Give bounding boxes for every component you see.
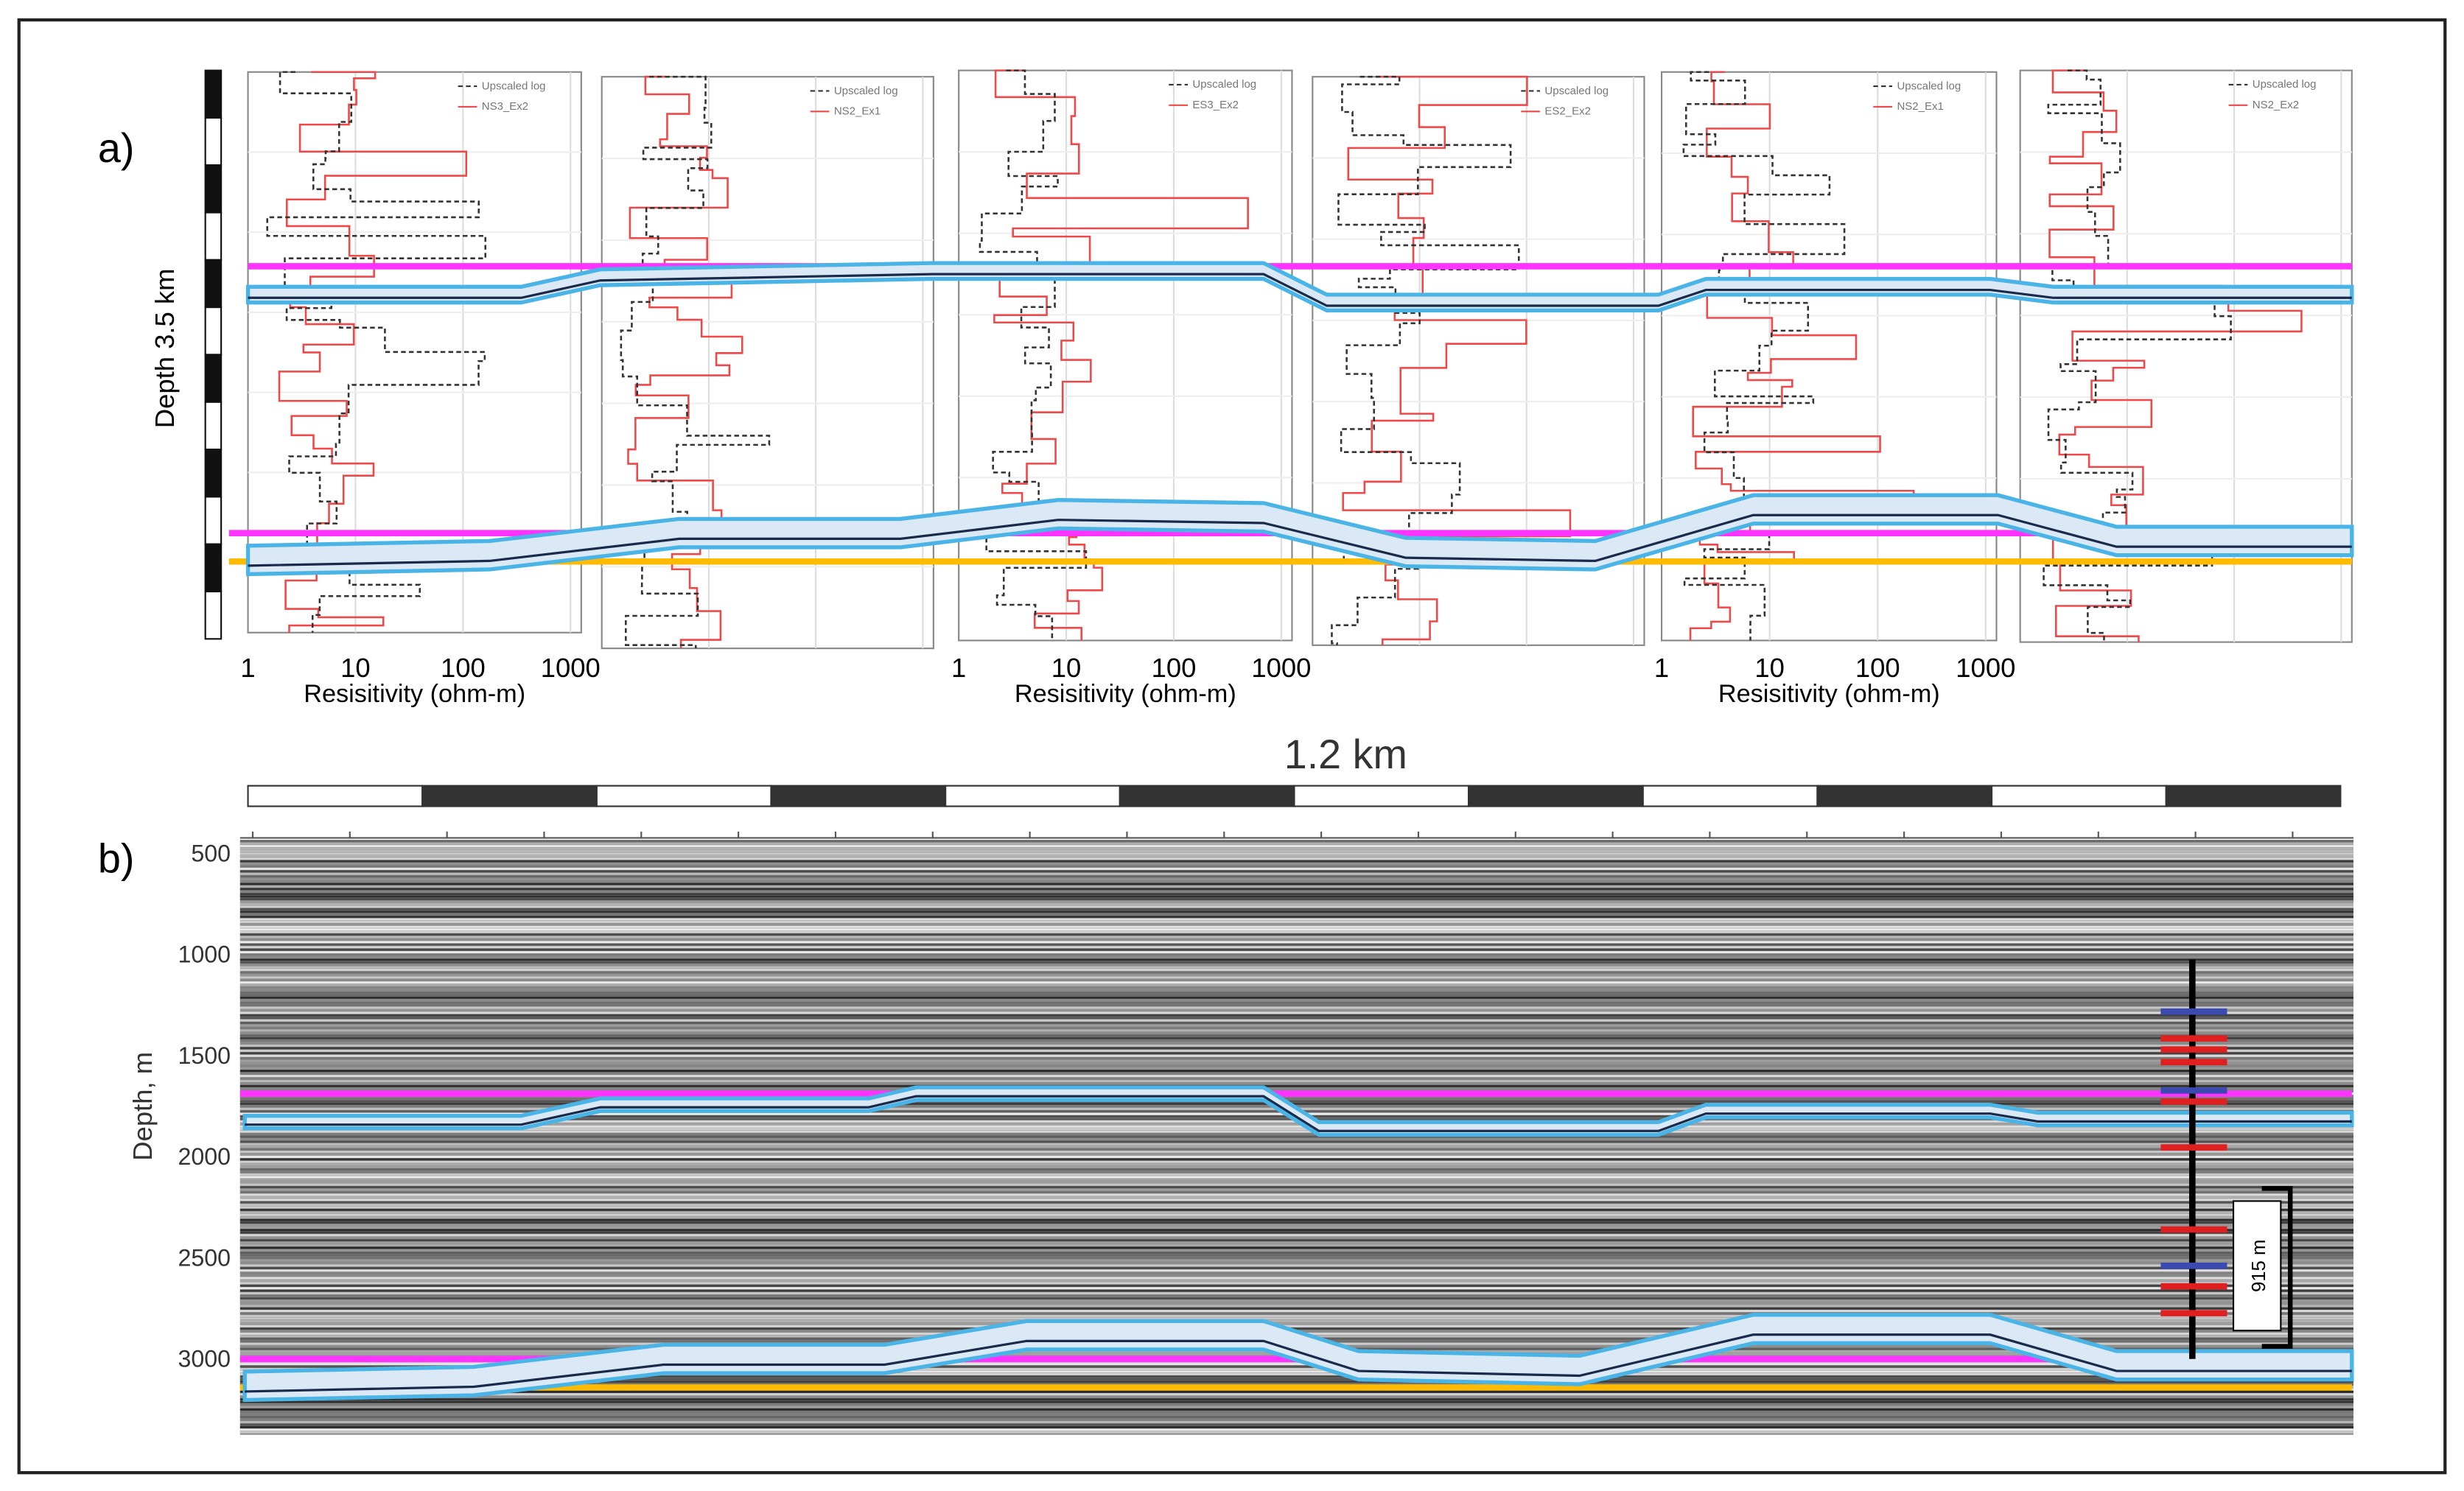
annotation: 915 m <box>2249 1240 2269 1292</box>
y-tick-label: 3000 <box>178 1346 231 1372</box>
x-tick-label: 1 <box>951 653 966 683</box>
x-tick-label: 100 <box>1855 653 1900 683</box>
horizon-edge <box>245 1095 2352 1132</box>
scale-bar <box>770 785 947 807</box>
depth-bar <box>204 449 223 498</box>
horizon-band <box>245 261 2354 313</box>
x-tick-label: 100 <box>1152 653 1197 683</box>
legend-text: NS2_Ex1 <box>834 105 881 118</box>
legend-text: Upscaled log <box>2253 78 2317 91</box>
scale-bar <box>1468 785 1644 807</box>
log-box <box>958 69 1293 642</box>
y-tick-label: 500 <box>191 841 231 867</box>
scale-label: 1.2 km <box>1284 732 1407 777</box>
scale-bar <box>1990 785 2167 807</box>
depth-bar <box>204 354 223 403</box>
legend-text: Upscaled log <box>1192 78 1256 91</box>
depth-bar <box>204 211 223 261</box>
log-curve <box>986 69 1249 641</box>
panel-label: a) <box>98 125 135 171</box>
legend-text: Upscaled log <box>1544 85 1609 97</box>
legend-text: NS3_Ex2 <box>482 100 528 113</box>
x-tick-label: 1000 <box>541 653 601 683</box>
y-tick-label: 1000 <box>178 941 231 968</box>
bracket <box>2261 1186 2293 1349</box>
log-curve <box>1689 71 1915 641</box>
y-tick-label: 2500 <box>178 1244 231 1271</box>
scale-bar <box>1293 785 1470 807</box>
x-tick-label: 10 <box>1051 653 1082 683</box>
depth-label: Depth 3.5 km <box>150 269 180 429</box>
scale-bar <box>1816 785 1993 807</box>
log-curve <box>1331 75 1520 645</box>
legend-text: Upscaled log <box>482 80 546 92</box>
horizon-edge <box>245 1333 2352 1393</box>
horizon-edge <box>248 273 2352 307</box>
legend-text: ES3_Ex2 <box>1192 99 1239 111</box>
x-tick-label: 10 <box>340 653 371 683</box>
depth-bar <box>204 164 223 214</box>
y-tick-label: 2000 <box>178 1143 231 1170</box>
horizon-edge <box>248 513 2352 567</box>
scale-bar <box>595 785 772 807</box>
x-tick-label: 10 <box>1754 653 1785 683</box>
log-box <box>601 76 934 650</box>
x-tick-label: 1 <box>1654 653 1669 683</box>
y-tick-label: 1500 <box>178 1042 231 1069</box>
x-tick-label: 1000 <box>1956 653 2015 683</box>
depth-bar <box>204 496 223 545</box>
depth-bar <box>204 259 223 309</box>
legend-text: Upscaled log <box>834 85 898 97</box>
x-axis-label: Resisitivity (ohm-m) <box>304 680 525 708</box>
legend-text: NS2_Ex1 <box>1897 100 1943 113</box>
depth-bar <box>204 401 223 451</box>
horizon-band <box>242 1085 2354 1137</box>
depth-bar <box>204 590 223 640</box>
scale-bar <box>2165 785 2342 807</box>
log-curve <box>1682 71 1846 641</box>
legend-text: NS2_Ex2 <box>2253 99 2299 111</box>
x-tick-label: 1 <box>240 653 255 683</box>
scale-bar <box>945 785 1121 807</box>
depth-bar <box>204 543 223 593</box>
scale-bar <box>1642 785 1819 807</box>
depth-bar <box>204 116 223 166</box>
scale-bar <box>247 785 424 807</box>
scale-bar <box>1119 785 1295 807</box>
legend-text: Upscaled log <box>1897 80 1961 92</box>
scale-bar <box>421 785 598 807</box>
x-axis-label: Resisitivity (ohm-m) <box>1718 680 1940 708</box>
x-axis-label: Resisitivity (ohm-m) <box>1015 680 1236 708</box>
legend-text: ES2_Ex2 <box>1544 105 1591 118</box>
log-curve <box>2043 69 2232 642</box>
horizon-band <box>242 1313 2354 1403</box>
annotation-box <box>2232 1200 2282 1332</box>
depth-bar <box>204 306 223 356</box>
panel-label: b) <box>98 836 135 882</box>
x-tick-label: 1000 <box>1251 653 1311 683</box>
log-curve <box>979 69 1088 641</box>
x-tick-label: 100 <box>441 653 486 683</box>
y-axis-label: Depth, m <box>127 1052 158 1161</box>
depth-bar <box>204 69 223 119</box>
